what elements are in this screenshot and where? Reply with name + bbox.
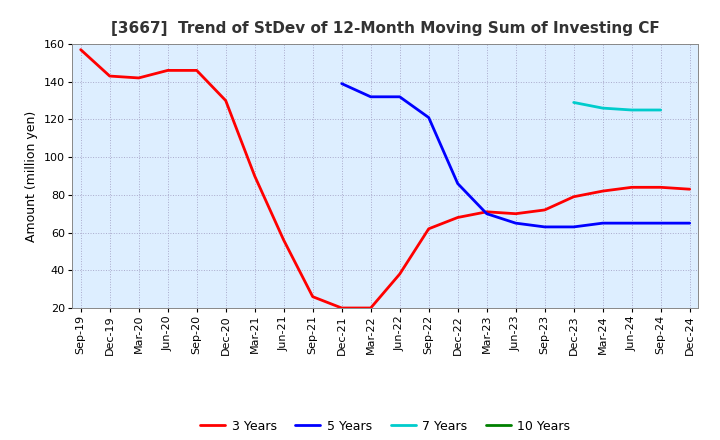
3 Years (221, 98, 230, 103)
3 Years (454, 215, 462, 220)
Line: 7 Years: 7 Years (574, 103, 661, 110)
5 Years (541, 224, 549, 230)
3 Years (76, 47, 85, 52)
Legend: 3 Years, 5 Years, 7 Years, 10 Years: 3 Years, 5 Years, 7 Years, 10 Years (195, 414, 575, 437)
3 Years (251, 173, 259, 179)
3 Years (338, 305, 346, 311)
Line: 3 Years: 3 Years (81, 50, 690, 308)
5 Years (482, 211, 491, 216)
3 Years (366, 305, 375, 311)
5 Years (424, 115, 433, 120)
3 Years (598, 188, 607, 194)
7 Years (627, 107, 636, 113)
3 Years (657, 185, 665, 190)
3 Years (424, 226, 433, 231)
3 Years (308, 294, 317, 299)
5 Years (338, 81, 346, 86)
3 Years (482, 209, 491, 214)
3 Years (279, 238, 288, 243)
5 Years (395, 94, 404, 99)
5 Years (598, 220, 607, 226)
5 Years (570, 224, 578, 230)
3 Years (395, 271, 404, 277)
5 Years (366, 94, 375, 99)
5 Years (511, 220, 520, 226)
5 Years (627, 220, 636, 226)
3 Years (135, 75, 143, 81)
3 Years (511, 211, 520, 216)
Title: [3667]  Trend of StDev of 12-Month Moving Sum of Investing CF: [3667] Trend of StDev of 12-Month Moving… (111, 21, 660, 36)
3 Years (685, 187, 694, 192)
3 Years (192, 68, 201, 73)
3 Years (105, 73, 114, 79)
Line: 5 Years: 5 Years (342, 84, 690, 227)
Y-axis label: Amount (million yen): Amount (million yen) (25, 110, 38, 242)
7 Years (657, 107, 665, 113)
5 Years (454, 181, 462, 186)
5 Years (685, 220, 694, 226)
3 Years (541, 207, 549, 213)
5 Years (657, 220, 665, 226)
3 Years (570, 194, 578, 199)
7 Years (598, 106, 607, 111)
7 Years (570, 100, 578, 105)
3 Years (627, 185, 636, 190)
3 Years (163, 68, 172, 73)
